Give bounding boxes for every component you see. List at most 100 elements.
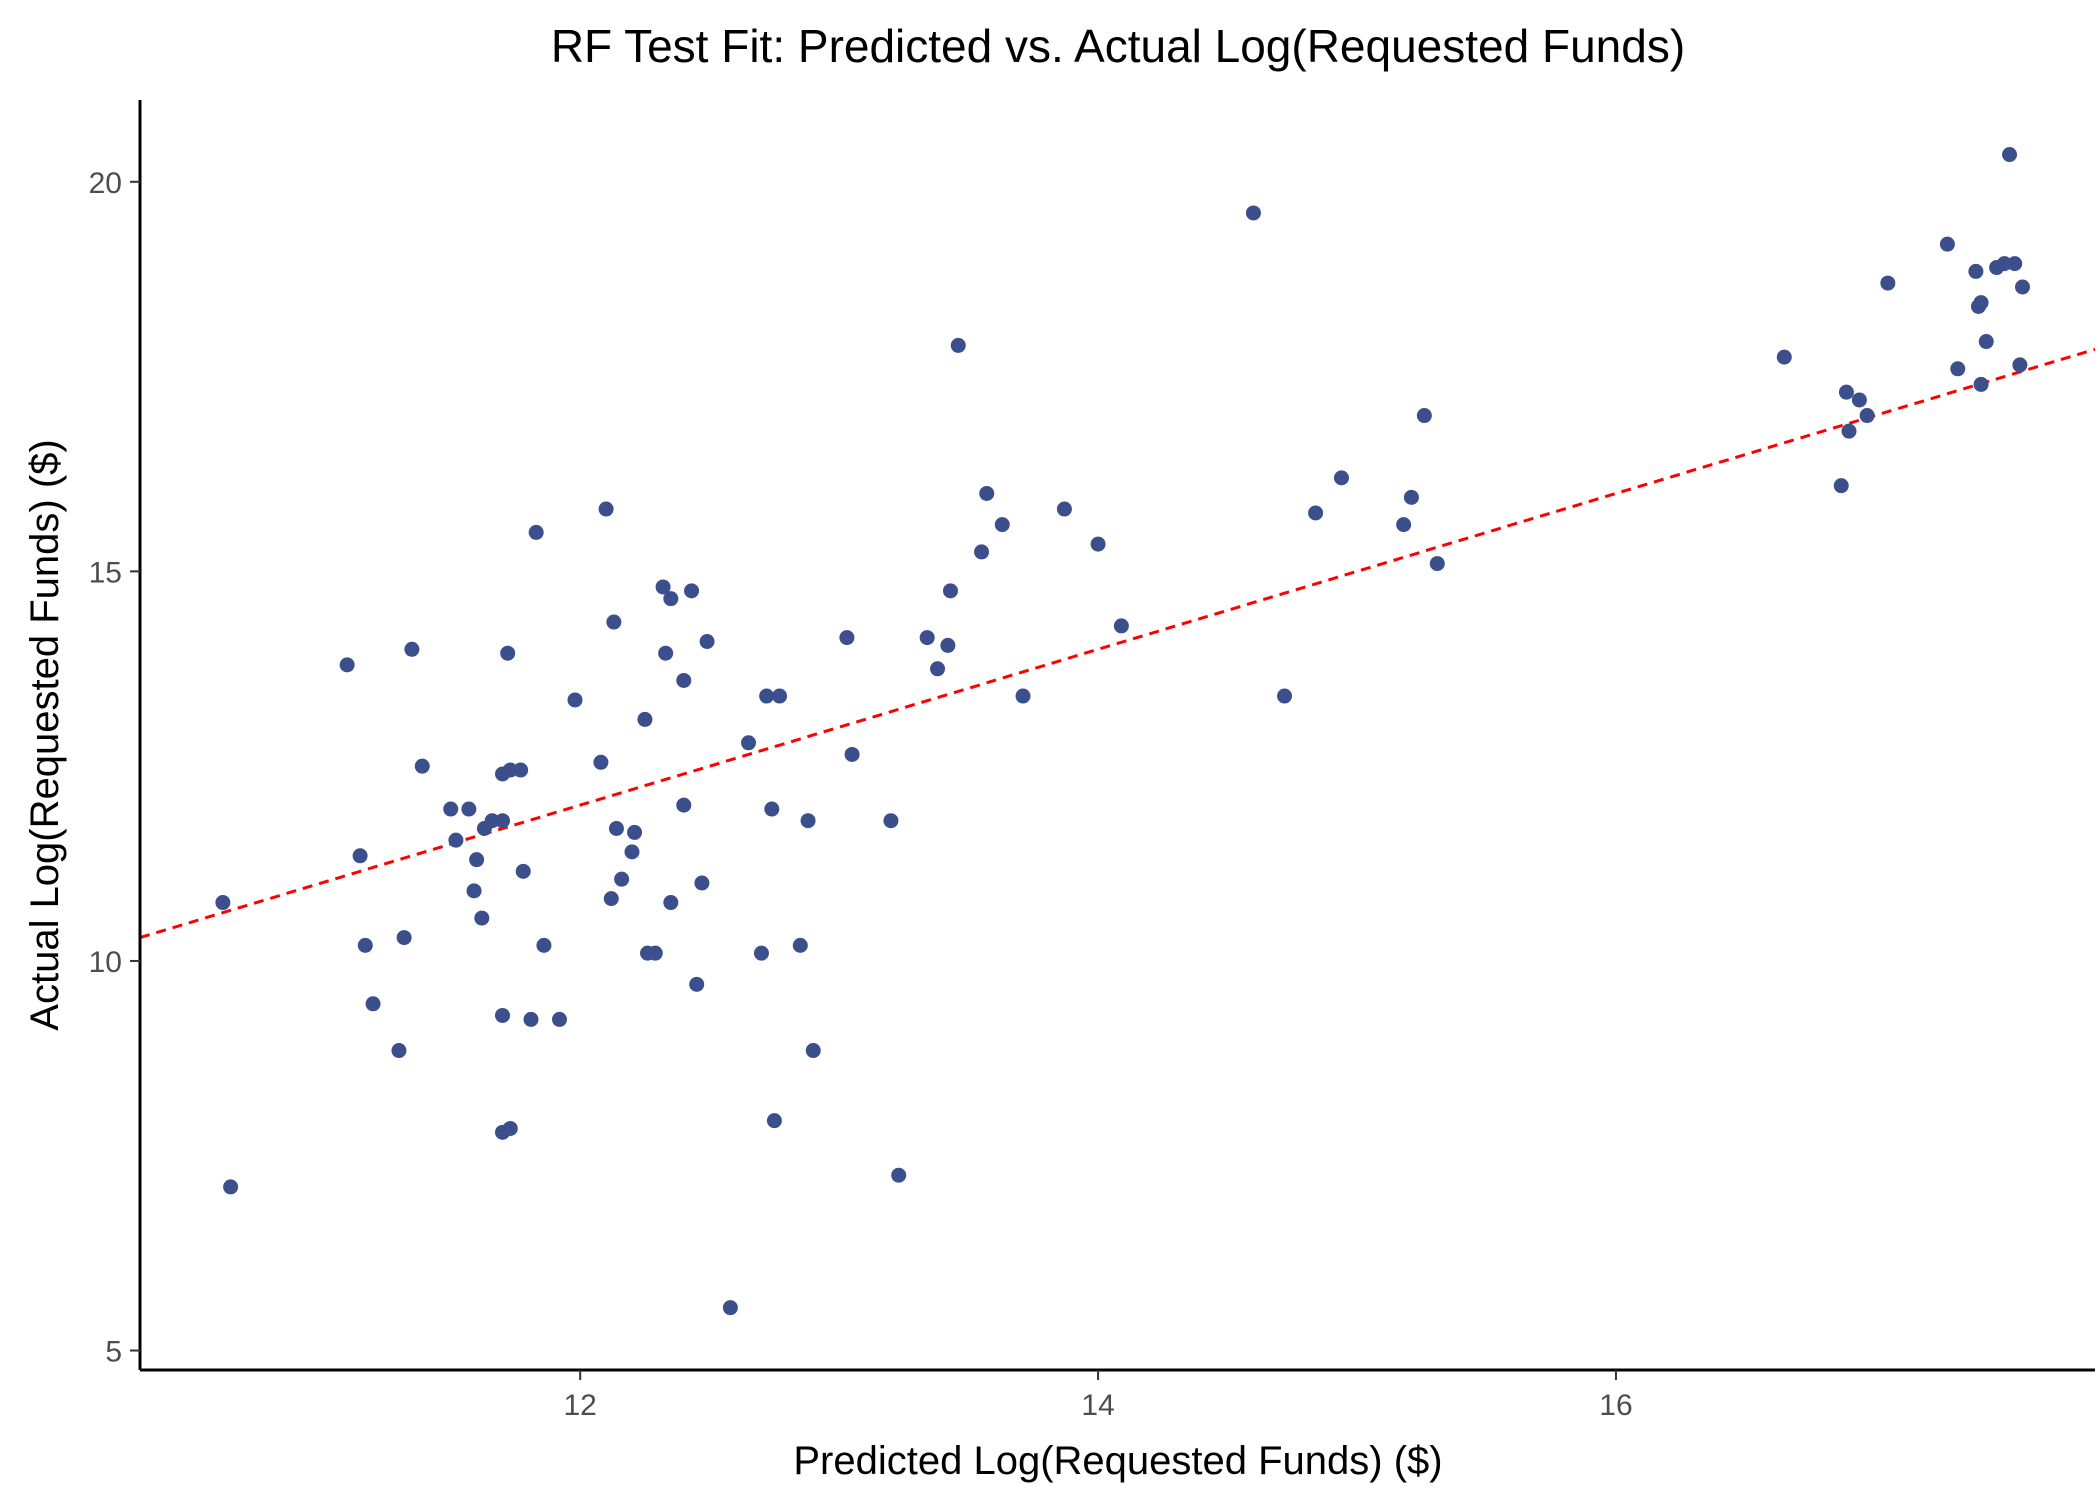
- data-point: [523, 1011, 539, 1027]
- data-point: [940, 637, 956, 653]
- reference-line-layer: [139, 347, 2096, 940]
- data-point: [1973, 295, 1989, 311]
- data-point: [593, 754, 609, 770]
- y-tick-label: 5: [105, 1336, 122, 1369]
- data-point: [608, 820, 624, 836]
- data-point: [443, 801, 459, 817]
- data-point: [676, 672, 692, 688]
- x-axis-ticks: 12 14 16: [564, 1370, 1633, 1422]
- data-point: [637, 711, 653, 727]
- y-tick-label: 15: [89, 556, 122, 589]
- data-point: [606, 614, 622, 630]
- data-point: [805, 1043, 821, 1059]
- data-point: [1939, 236, 1955, 252]
- data-point: [772, 688, 788, 704]
- data-point: [1996, 256, 2012, 272]
- data-point: [502, 762, 518, 778]
- data-point: [658, 645, 674, 661]
- data-point: [528, 524, 544, 540]
- data-point: [1056, 501, 1072, 517]
- data-point: [1245, 205, 1261, 221]
- data-point: [663, 895, 679, 911]
- data-point: [722, 1300, 738, 1316]
- data-point: [339, 657, 355, 673]
- data-point: [741, 735, 757, 751]
- data-point: [484, 813, 500, 829]
- data-point: [598, 501, 614, 517]
- data-point: [766, 1113, 782, 1129]
- data-point: [844, 746, 860, 762]
- data-point: [2007, 256, 2023, 272]
- data-point: [536, 937, 552, 953]
- data-point: [502, 1120, 518, 1136]
- data-point: [1277, 688, 1293, 704]
- data-point: [663, 591, 679, 607]
- data-point: [215, 895, 231, 911]
- data-point: [1968, 263, 1984, 279]
- data-point: [1838, 384, 1854, 400]
- data-point: [919, 630, 935, 646]
- data-point: [474, 910, 490, 926]
- data-point: [1851, 392, 1867, 408]
- data-point: [495, 1007, 511, 1023]
- data-point: [1015, 688, 1031, 704]
- y-axis-title: Actual Log(Requested Funds) ($): [23, 439, 67, 1030]
- data-point: [950, 337, 966, 353]
- data-point: [1978, 334, 1994, 350]
- x-axis-title: Predicted Log(Requested Funds) ($): [793, 1439, 1442, 1483]
- data-point: [979, 485, 995, 501]
- data-point: [753, 945, 769, 961]
- data-point: [365, 996, 381, 1012]
- data-point: [759, 688, 775, 704]
- y-tick-label: 20: [89, 167, 122, 200]
- data-point: [495, 813, 511, 829]
- data-point: [891, 1167, 907, 1183]
- data-point: [1429, 556, 1445, 572]
- y-tick-label: 10: [89, 946, 122, 979]
- data-point: [1973, 376, 1989, 392]
- data-point: [404, 641, 420, 657]
- data-point: [699, 634, 715, 650]
- data-point: [655, 579, 671, 595]
- data-point: [689, 976, 705, 992]
- data-point: [357, 937, 373, 953]
- data-point: [1841, 423, 1857, 439]
- data-point: [1950, 361, 1966, 377]
- data-point: [1416, 408, 1432, 424]
- x-tick-label: 12: [564, 1389, 597, 1422]
- data-point: [1333, 470, 1349, 486]
- data-point: [414, 758, 430, 774]
- data-point: [391, 1043, 407, 1059]
- y-axis-ticks: 5 10 15 20: [89, 167, 140, 1369]
- reference-line-y-equals-x: [139, 347, 2096, 940]
- data-point: [513, 762, 529, 778]
- data-point: [764, 801, 780, 817]
- data-point: [567, 692, 583, 708]
- data-point: [792, 937, 808, 953]
- data-point: [800, 813, 816, 829]
- x-tick-label: 16: [1599, 1389, 1632, 1422]
- data-point: [627, 824, 643, 840]
- data-point: [684, 583, 700, 599]
- data-point: [466, 883, 482, 899]
- data-points-layer: [215, 147, 2030, 1316]
- data-point: [2012, 357, 2028, 373]
- x-tick-label: 14: [1081, 1389, 1114, 1422]
- data-point: [603, 891, 619, 907]
- data-point: [839, 630, 855, 646]
- data-point: [1396, 517, 1412, 533]
- data-point: [1880, 275, 1896, 291]
- data-point: [448, 832, 464, 848]
- data-point: [1403, 489, 1419, 505]
- data-point: [1859, 408, 1875, 424]
- data-point: [1113, 618, 1129, 634]
- data-point: [647, 945, 663, 961]
- data-point: [942, 583, 958, 599]
- data-point: [994, 517, 1010, 533]
- data-point: [551, 1011, 567, 1027]
- data-point: [614, 871, 630, 887]
- data-point: [461, 801, 477, 817]
- data-point: [500, 645, 516, 661]
